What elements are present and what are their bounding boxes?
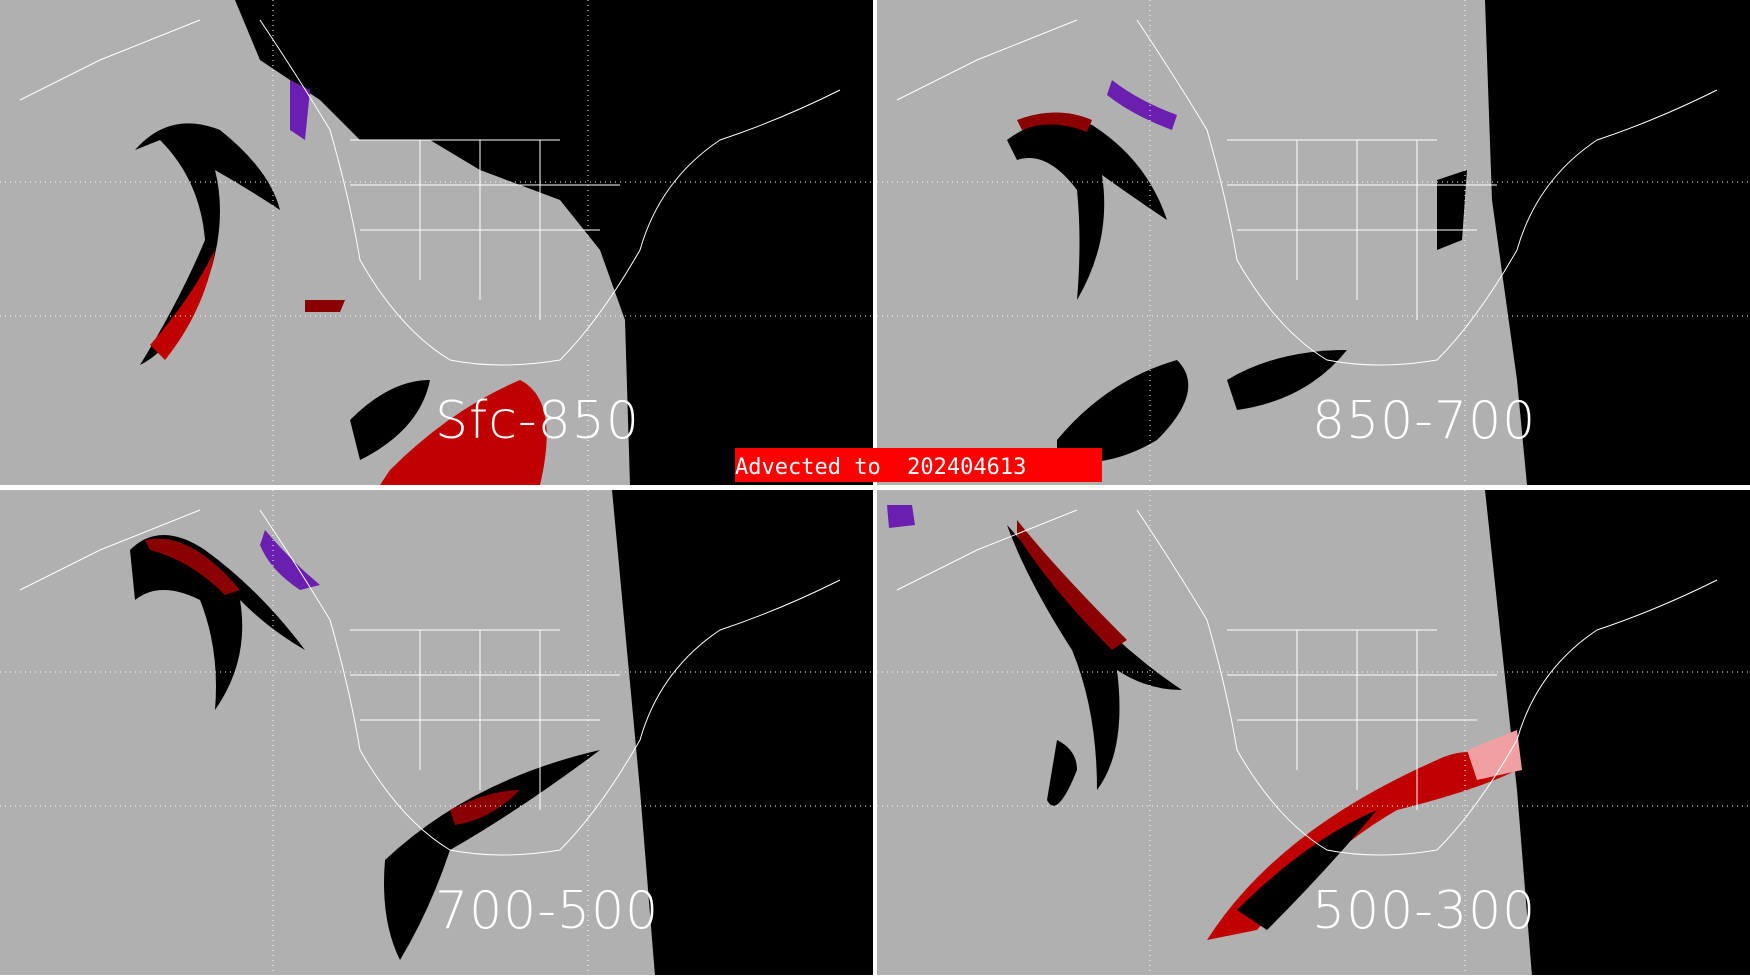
- boundary-line: [350, 629, 620, 810]
- night-side-region: [235, 0, 873, 485]
- advected-feature: [130, 535, 305, 710]
- boundary-line: [350, 139, 620, 320]
- advected-feature: [1107, 80, 1177, 130]
- night-side-region: [1485, 490, 1750, 975]
- map-canvas: [877, 0, 1750, 485]
- advected-feature: [380, 380, 547, 485]
- night-side-region: [1485, 0, 1750, 485]
- boundary-line: [896, 19, 1078, 101]
- boundary-line: [259, 509, 841, 856]
- boundary-line: [1136, 509, 1718, 856]
- map-panel-500-300: 500-300: [877, 490, 1750, 975]
- boundary-line: [896, 509, 1078, 591]
- advection-time-banner: Advected to 202404613: [735, 448, 1102, 482]
- advected-feature: [384, 750, 600, 960]
- map-panel-sfc-850: Sfc-850: [0, 0, 873, 485]
- boundary-line: [19, 509, 201, 591]
- boundary-line: [1136, 19, 1718, 366]
- advected-feature: [305, 300, 345, 312]
- boundary-line: [1227, 629, 1497, 810]
- advected-feature: [1237, 810, 1377, 930]
- boundary-line: [19, 19, 201, 101]
- advected-feature: [1007, 525, 1182, 790]
- advected-feature: [350, 380, 430, 460]
- map-panel-850-700: 850-700: [877, 0, 1750, 485]
- map-panel-700-500: 700-500: [0, 490, 873, 975]
- boundary-line: [259, 19, 841, 366]
- map-canvas: [0, 490, 873, 975]
- advected-feature: [1017, 112, 1092, 132]
- panel-label: 500-300: [1312, 881, 1537, 941]
- advected-feature: [150, 250, 215, 360]
- advected-feature: [1057, 360, 1189, 463]
- advected-feature: [1047, 740, 1077, 806]
- advected-feature: [1007, 120, 1167, 300]
- panel-label: 700-500: [435, 881, 660, 941]
- map-canvas: [0, 0, 873, 485]
- advected-feature: [1017, 520, 1127, 650]
- map-canvas: [877, 490, 1750, 975]
- panel-label: 850-700: [1312, 391, 1537, 451]
- advected-feature: [145, 538, 240, 595]
- advected-feature: [1467, 730, 1522, 780]
- advected-feature: [887, 505, 915, 528]
- advected-feature: [450, 790, 520, 825]
- boundary-line: [1227, 139, 1497, 320]
- panel-label: Sfc-850: [435, 391, 640, 451]
- advected-feature: [260, 530, 320, 590]
- advected-feature: [1227, 350, 1347, 410]
- advected-feature: [290, 80, 310, 140]
- advected-feature: [135, 123, 280, 365]
- night-side-region: [612, 490, 873, 975]
